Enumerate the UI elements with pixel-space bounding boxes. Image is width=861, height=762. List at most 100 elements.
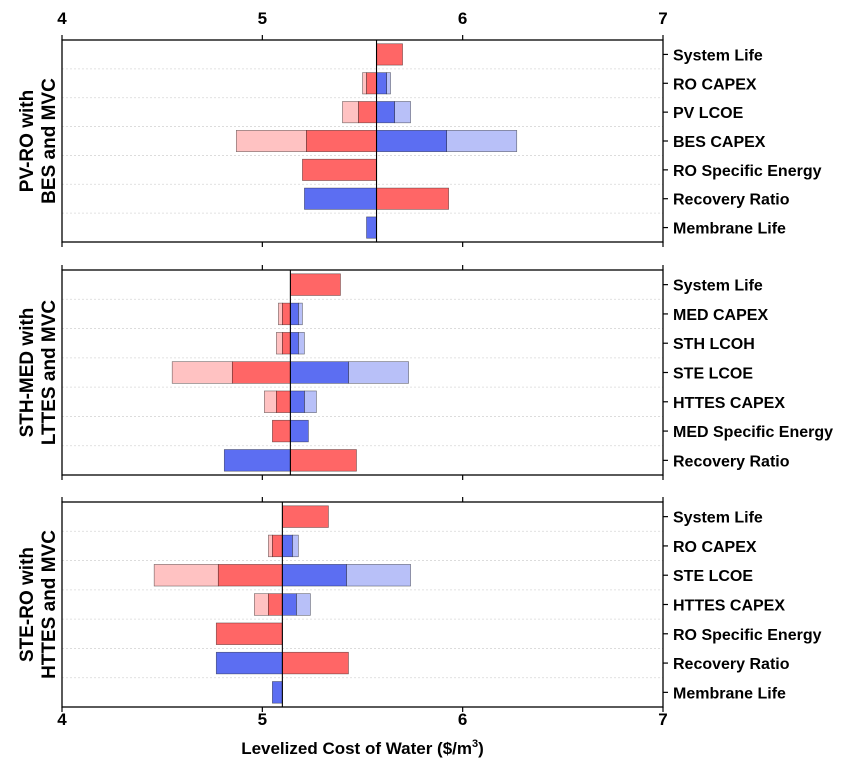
x-axis-title-end: ) [478,739,484,758]
row-med-capex: MED CAPEX [278,302,768,326]
bar-blue-light [386,72,391,95]
bar-red-dark [290,449,357,472]
category-label: Recovery Ratio [673,192,790,209]
row-system-life: System Life [290,273,763,296]
category-label: System Life [673,510,763,527]
axis-layer: 4 4 5 5 6 6 7 7 [57,9,667,729]
bar-red-dark [290,273,341,296]
category-label: RO Specific Energy [673,627,822,644]
row-sth-lcoh: STH LCOH [276,332,755,355]
bar-blue-dark [290,419,309,443]
bar-red-dark [376,187,449,210]
category-label: Membrane Life [673,221,786,238]
category-label: STE LCOE [673,366,753,383]
bar-red-dark [217,564,283,587]
x-axis-title: Levelized Cost of Water ($/m3) [241,738,484,758]
bar-red-light [268,534,273,558]
bar-red-dark [282,302,291,326]
category-label: RO CAPEX [673,539,757,556]
bar-red-light [278,302,283,326]
panel-frame [61,269,664,476]
x-tick-label-top: 7 [658,9,667,28]
bar-blue-light [446,130,518,152]
category-label: System Life [673,278,763,295]
row-ro-capex: RO CAPEX [268,534,757,558]
x-tick-label-bottom: 6 [458,710,467,729]
row-system-life: System Life [282,505,763,528]
bar-red-dark [272,534,283,558]
bar-blue-light [346,564,411,587]
bar-red-light [342,101,359,124]
category-label: MED CAPEX [673,307,768,324]
bar-red-dark [376,43,403,66]
category-label: RO CAPEX [673,76,757,93]
panel-title-line2: BES and MVC [39,78,60,204]
x-tick-label-bottom: 7 [658,710,667,729]
row-membrane-life: Membrane Life [272,681,786,704]
bar-blue-dark [290,390,305,413]
panels-layer: System Life RO CAPEX PV LCOE BES CAPEX RO Sp… [17,35,833,712]
bar-red-dark [302,158,377,181]
panel-title: STE-RO with HTTES and MVC [17,530,60,679]
row-recovery-ratio: Recovery Ratio [304,187,790,210]
category-label: PV LCOE [673,105,744,122]
bar-red-light [254,593,269,616]
bar-blue-dark [282,534,293,558]
category-label: BES CAPEX [673,134,766,151]
bar-blue-dark [376,130,447,152]
bar-red-light [264,390,277,413]
bar-blue-dark [376,72,387,95]
bar-blue-dark [290,361,349,384]
x-tick-label-top: 4 [57,9,67,28]
row-ste-lcoe: STE LCOE [171,361,753,384]
bar-red-light [276,332,283,355]
bar-red-light [153,564,219,587]
category-label: Recovery Ratio [673,656,790,673]
x-tick-label-top: 5 [258,9,267,28]
bar-red-dark [215,622,283,645]
bar-blue-dark [272,681,283,704]
panel-title-line2: HTTES and MVC [39,530,60,679]
bar-red-dark [358,101,377,124]
bar-blue-light [394,101,411,124]
row-pv-lcoe: PV LCOE [342,101,744,124]
bar-blue-dark [215,651,283,675]
panel-title: PV-RO with BES and MVC [17,78,60,204]
row-ro-capex: RO CAPEX [362,72,757,95]
bar-blue-light [304,390,317,413]
row-recovery-ratio: Recovery Ratio [215,651,790,675]
bar-blue-light [348,361,409,384]
panel-frame [61,39,664,243]
category-label: RO Specific Energy [673,163,822,180]
bar-blue-dark [290,332,299,355]
bar-red-dark [366,72,377,95]
bar-red-light [362,72,367,95]
panel-frame [61,501,664,708]
bar-red-dark [268,593,283,616]
bar-blue-light [298,302,303,326]
bar-blue-dark [223,449,291,472]
bar-red-dark [282,505,329,528]
category-label: HTTES CAPEX [673,395,785,412]
bar-blue-dark [282,564,347,587]
row-httes-capex: HTTES CAPEX [254,593,785,616]
category-label: STE LCOE [673,568,753,585]
bar-blue-dark [366,216,377,239]
panel-2: System Life MED CAPEX STH LCOH STE LCOE HTTE… [17,265,833,480]
panel-title: STH-MED with LTTES and MVC [17,300,60,446]
row-recovery-ratio: Recovery Ratio [223,449,790,472]
bar-red-dark [272,419,291,443]
panel-title-line1: PV-RO with [17,90,38,192]
row-membrane-life: Membrane Life [366,216,786,239]
panel-1: System Life RO CAPEX PV LCOE BES CAPEX RO Sp… [17,35,822,247]
bar-blue-light [292,534,299,558]
bar-red-dark [282,651,349,675]
x-tick-label-bottom: 4 [57,710,67,729]
row-ro-specific-energy: RO Specific Energy [215,622,822,645]
category-label: HTTES CAPEX [673,598,785,615]
category-label: Membrane Life [673,685,786,702]
bar-blue-light [298,332,305,355]
bar-red-dark [282,332,291,355]
row-bes-capex: BES CAPEX [235,130,766,152]
